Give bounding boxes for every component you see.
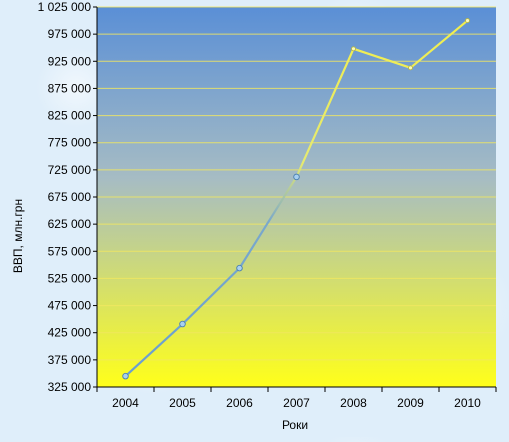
data-point [351,46,356,52]
y-tick-label: 625 000 [48,217,92,231]
y-tick-label: 525 000 [48,271,92,285]
y-axis-title: ВВП, млн.грн [11,199,25,273]
y-tick-label: 425 000 [48,326,92,340]
y-tick-label: 825 000 [48,109,92,123]
y-tick-label: 925 000 [48,54,92,68]
data-point [465,18,470,24]
x-tick-label: 2006 [226,396,253,410]
x-tick-label: 2008 [340,396,367,410]
series-gdp [122,18,470,380]
x-tick-label: 2010 [454,396,481,410]
data-point [408,65,413,71]
y-tick-label: 775 000 [48,136,92,150]
x-axis-ticks: 2004 2005 2006 2007 2008 2009 2010 [96,387,497,410]
y-tick-label: 575 000 [48,244,92,258]
y-axis-ticks: 325 000 375 000 425 000 475 000 525 000 575 0… [38,0,97,394]
y-tick-label: 675 000 [48,190,92,204]
y-tick-label: 725 000 [48,163,92,177]
y-tick-label: 375 000 [48,353,92,367]
y-tick-label: 975 000 [48,27,92,41]
x-tick-label: 2004 [112,396,139,410]
y-tick-label: 325 000 [48,380,92,394]
y-tick-label: 475 000 [48,299,92,313]
x-tick-label: 2007 [283,396,310,410]
data-point [236,264,243,272]
data-point [293,173,300,181]
data-point [179,320,186,328]
x-axis-title: Роки [282,418,308,432]
x-tick-label: 2005 [169,396,196,410]
gridlines [97,6,496,361]
y-tick-label: 875 000 [48,81,92,95]
data-point [122,372,129,380]
x-tick-label: 2009 [397,396,424,410]
y-tick-label: 1 025 000 [38,0,92,14]
